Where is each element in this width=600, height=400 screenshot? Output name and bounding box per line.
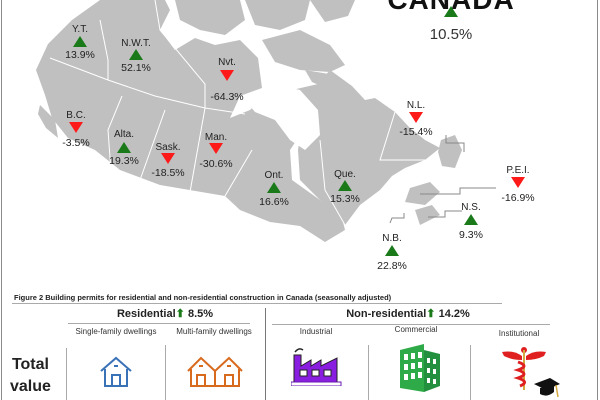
factory-icon <box>291 348 342 386</box>
province-change: 52.1% <box>121 62 151 74</box>
up-arrow-icon <box>464 214 478 225</box>
up-arrow-icon: ⬆ <box>426 308 436 320</box>
category-multi-family: Multi-family dwellings <box>176 327 252 336</box>
col-divider <box>165 345 166 400</box>
section-divider <box>265 308 266 400</box>
national-change: 10.5% <box>429 26 473 43</box>
category-industrial: Industrial <box>299 327 333 336</box>
col-divider <box>66 348 67 400</box>
non-residential-heading: Non-residential⬆ 14.2% <box>346 307 470 320</box>
up-arrow-icon <box>385 245 399 256</box>
col-divider <box>368 345 369 400</box>
house-icon <box>100 356 132 387</box>
down-arrow-icon <box>209 143 223 154</box>
province-change: -16.9% <box>501 192 535 204</box>
province-change: -18.5% <box>151 167 185 179</box>
province-change: 19.3% <box>109 155 139 167</box>
province-change: -30.6% <box>199 158 233 170</box>
province-change: -64.3% <box>210 91 244 103</box>
residential-change: 8.5% <box>187 308 214 320</box>
frame-left-border <box>1 0 2 400</box>
down-arrow-icon <box>511 177 525 188</box>
row-label-line1: Total <box>11 356 49 373</box>
up-arrow-icon <box>129 49 143 60</box>
non-residential-rule <box>272 324 550 325</box>
down-arrow-icon <box>69 122 83 133</box>
mainland-east <box>292 70 440 225</box>
two-houses-icon <box>187 356 243 387</box>
up-arrow-icon: ⬆ <box>175 308 185 320</box>
province-label: P.E.I. <box>506 165 530 176</box>
residential-heading: Residential⬆ 8.5% <box>117 307 213 320</box>
mainland-west <box>36 0 345 242</box>
figure-title-rule <box>12 303 502 304</box>
category-commercial: Commercial <box>394 325 438 334</box>
province-label: N.W.T. <box>121 38 151 49</box>
residential-label: Residential <box>116 308 176 320</box>
province-change: 16.6% <box>259 196 289 208</box>
figure-title: Figure 2 Building permits for residentia… <box>14 293 392 302</box>
province-label: Man. <box>204 132 228 143</box>
province-change: 13.9% <box>65 49 95 61</box>
down-arrow-icon <box>409 112 423 123</box>
col-divider <box>470 345 471 400</box>
category-institutional: Institutional <box>498 329 540 338</box>
up-arrow-icon <box>338 180 352 191</box>
province-change: 22.8% <box>377 260 407 272</box>
row-label-total-value: Total value <box>10 354 51 398</box>
province-label: Sask. <box>155 142 181 153</box>
province-label: N.B. <box>382 233 402 244</box>
non-residential-label: Non-residential <box>346 308 427 320</box>
province-change: 15.3% <box>330 193 360 205</box>
province-label: Alta. <box>113 129 135 140</box>
down-arrow-icon <box>220 70 234 81</box>
up-arrow-icon <box>267 182 281 193</box>
province-change: -3.5% <box>62 137 90 149</box>
down-arrow-icon <box>161 153 175 164</box>
frame-right-border <box>597 0 598 400</box>
province-label: N.S. <box>461 202 481 213</box>
national-up-arrow-icon <box>444 6 458 17</box>
up-arrow-icon <box>73 36 87 47</box>
province-label: Que. <box>334 169 356 180</box>
canada-map <box>36 0 496 242</box>
province-label: Y.T. <box>72 24 88 35</box>
office-building-icon <box>400 344 440 392</box>
province-label: Nvt. <box>218 57 236 68</box>
category-single-family: Single-family dwellings <box>75 327 157 336</box>
caduceus-graduation-cap-icon <box>502 347 560 398</box>
province-label: N.L. <box>406 100 426 111</box>
province-change: 9.3% <box>459 229 483 241</box>
non-residential-change: 14.2% <box>438 308 470 320</box>
row-label-line2: value <box>10 378 51 395</box>
residential-rule <box>68 323 250 324</box>
province-change: -15.4% <box>399 126 433 138</box>
province-label: Ont. <box>264 170 284 181</box>
up-arrow-icon <box>117 142 131 153</box>
province-label: B.C. <box>66 110 86 121</box>
